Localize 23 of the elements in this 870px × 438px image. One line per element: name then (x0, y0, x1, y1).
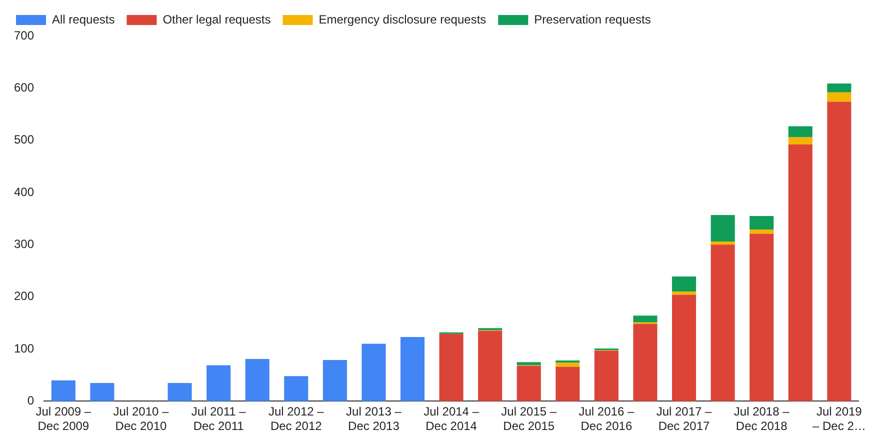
y-tick-label: 300 (14, 237, 34, 251)
x-tick-label: Jul 2010 – Dec 2010 (113, 404, 169, 434)
x-tick-label: Jul 2012 – Dec 2012 (268, 404, 324, 434)
y-tick-label: 700 (14, 28, 34, 42)
y-tick-label: 100 (14, 341, 34, 356)
legend-label: All requests (52, 12, 115, 26)
x-tick-label: Jul 2019 – Dec 2… (812, 404, 866, 434)
y-tick-label: 400 (14, 184, 34, 199)
legend-label: Emergency disclosure requests (318, 12, 486, 26)
legend-label: Other legal requests (162, 12, 271, 26)
x-tick-label: Jul 2013 – Dec 2013 (346, 404, 402, 434)
x-tick-label: Jul 2014 – Dec 2014 (424, 404, 480, 434)
legend-label: Preservation requests (534, 12, 651, 26)
x-tick-label: Jul 2016 – Dec 2016 (578, 404, 634, 434)
x-tick-label: Jul 2015 – Dec 2015 (501, 404, 557, 434)
x-tick-label: Jul 2018 – Dec 2018 (734, 404, 790, 434)
y-tick-label: 500 (14, 132, 34, 147)
y-tick-label: 200 (14, 289, 34, 304)
x-tick-label: Jul 2009 – Dec 2009 (36, 404, 92, 434)
x-tick-label: Jul 2011 – Dec 2011 (191, 404, 246, 434)
x-tick-label: Jul 2017 – Dec 2017 (656, 404, 712, 434)
y-tick-label: 0 (27, 394, 34, 408)
y-tick-label: 600 (14, 80, 34, 94)
